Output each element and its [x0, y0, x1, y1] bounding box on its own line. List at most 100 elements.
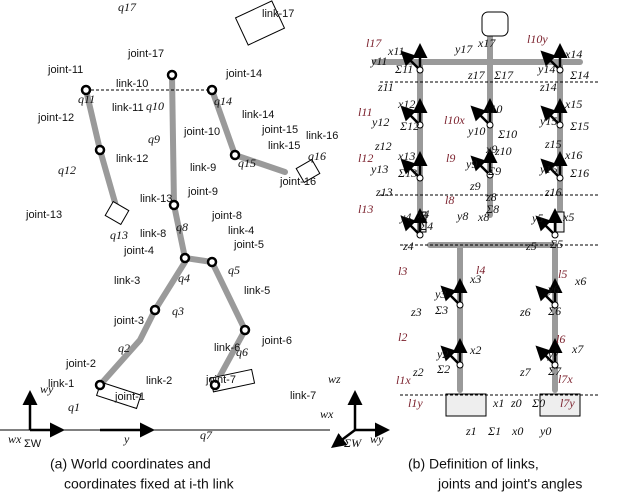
label: link-16 [306, 130, 338, 142]
label: y [123, 432, 130, 446]
frame-origin [417, 232, 423, 238]
label: joint-14 [225, 68, 262, 80]
label: wx [8, 432, 22, 446]
label: y12 [371, 115, 389, 129]
label: link-8 [140, 228, 166, 240]
label: joint-3 [113, 315, 144, 327]
label: joint-10 [183, 126, 220, 138]
label: x2 [469, 343, 481, 357]
label: y17 [454, 42, 473, 56]
label: q8 [176, 220, 188, 234]
label: y9 [465, 157, 477, 171]
label: z12 [374, 139, 392, 153]
label: Σ15 [569, 119, 589, 133]
label: joint-7 [205, 374, 236, 386]
label: q1 [68, 400, 80, 414]
label: x8 [477, 210, 489, 224]
label: Σ10 [497, 127, 517, 141]
label: joint-16 [279, 176, 316, 188]
label: z16 [544, 185, 562, 199]
label: l10y [527, 32, 548, 46]
label: z15 [544, 137, 562, 151]
label: Σ14 [569, 68, 589, 82]
frame-origin [487, 122, 493, 128]
label: x14 [564, 47, 582, 61]
label: y14 [537, 62, 555, 76]
label: Σ6 [547, 304, 561, 318]
label: x11 [387, 44, 404, 58]
label: Σ16 [569, 166, 589, 180]
caption-a-line-2: coordinates fixed at i-th link [64, 476, 235, 492]
label: l7y [560, 396, 575, 410]
label: y7 [547, 347, 560, 361]
label: joint-12 [37, 112, 74, 124]
label: q5 [228, 263, 240, 277]
label: joint-1 [114, 391, 145, 403]
figure: (a) World coordinates and coordinates fi… [0, 0, 623, 495]
label: Σ12 [399, 119, 419, 133]
label: z13 [375, 185, 393, 199]
label: Σ0 [531, 396, 545, 410]
label: ΣW [24, 438, 42, 450]
frame-origin [557, 67, 563, 73]
label: z4 [402, 239, 414, 253]
label: z2 [412, 365, 424, 379]
label: wz [328, 372, 341, 386]
label: y4 [399, 210, 411, 224]
label: link-14 [242, 109, 274, 121]
label: y8 [456, 209, 468, 223]
label: wx [320, 407, 334, 421]
label: Σ3 [434, 303, 448, 317]
label: q10 [146, 99, 164, 113]
label: q17 [118, 0, 137, 14]
label: z3 [410, 305, 422, 319]
label: link-12 [116, 153, 148, 165]
label: joint-15 [261, 124, 298, 136]
label: l3 [398, 264, 407, 278]
label: x1 [492, 396, 504, 410]
label: q4 [178, 271, 190, 285]
label: x7 [571, 342, 584, 356]
label: l2 [398, 330, 407, 344]
label: y10 [467, 124, 485, 138]
label: q16 [308, 149, 326, 163]
label: wy [40, 382, 54, 396]
label: l9 [446, 151, 455, 165]
label: wy [370, 432, 384, 446]
label: y11 [370, 54, 387, 68]
label: z11 [377, 80, 394, 94]
label: l11 [358, 105, 372, 119]
label: l1x [396, 373, 411, 387]
label: joint-13 [25, 209, 62, 221]
label: joint-5 [233, 239, 264, 251]
caption-b-line-1: (b) Definition of links, [408, 456, 539, 472]
frame-origin [417, 175, 423, 181]
label: y2 [436, 347, 448, 361]
label: q13 [110, 228, 128, 242]
label: x10 [484, 102, 502, 116]
label: link-7 [290, 390, 316, 402]
label: y0 [539, 424, 551, 438]
label: z7 [519, 365, 532, 379]
label: l8 [445, 193, 454, 207]
frame-origin [557, 175, 563, 181]
label: x12 [397, 97, 415, 111]
label: link-15 [268, 140, 300, 152]
frame-origin [457, 302, 463, 308]
label: link-2 [146, 375, 172, 387]
caption-a-line-1: (a) World coordinates and [50, 456, 211, 472]
frame-origin [457, 362, 463, 368]
label: z17 [467, 68, 486, 82]
label: link-10 [116, 78, 148, 90]
label: link-3 [114, 275, 140, 287]
label: q9 [148, 132, 160, 146]
label: x9 [485, 142, 497, 156]
label: x3 [469, 272, 481, 286]
label: z5 [525, 239, 537, 253]
label: joint-17 [127, 48, 164, 60]
label: Σ5 [549, 237, 563, 251]
label: joint-4 [123, 245, 154, 257]
label: Σ11 [394, 62, 413, 76]
label: y15 [539, 114, 557, 128]
label: l7x [558, 372, 573, 386]
